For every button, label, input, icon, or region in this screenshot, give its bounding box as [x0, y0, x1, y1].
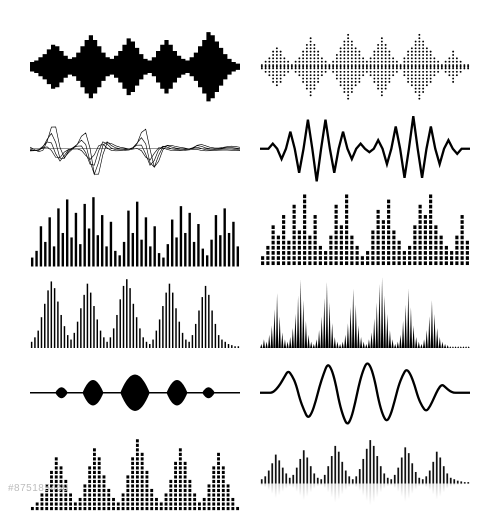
waveform-grid	[0, 0, 500, 500]
waveform-cell-8	[30, 356, 240, 430]
waveform-dots-mountain	[260, 30, 470, 104]
waveform-mountain-stepped	[30, 30, 240, 104]
waveform-thinlines-wave	[30, 112, 240, 186]
waveform-segmented-bars	[260, 193, 470, 267]
waveform-cell-5	[260, 193, 470, 267]
waveform-spike-dense	[260, 275, 470, 349]
waveform-cell-7	[260, 275, 470, 349]
stock-watermark: #875185460	[8, 483, 69, 494]
waveform-solid-bars	[30, 193, 240, 267]
waveform-cell-0	[30, 30, 240, 104]
waveform-cell-3	[260, 112, 470, 186]
waveform-zigzag	[260, 112, 470, 186]
waveform-cell-1	[260, 30, 470, 104]
waveform-cell-2	[30, 112, 240, 186]
waveform-cell-9	[260, 356, 470, 430]
waveform-cell-4	[30, 193, 240, 267]
waveform-smooth-line	[260, 356, 470, 430]
waveform-cell-6	[30, 275, 240, 349]
waveform-diamond-blobs	[30, 356, 240, 430]
waveform-dense-thin-bars	[30, 275, 240, 349]
